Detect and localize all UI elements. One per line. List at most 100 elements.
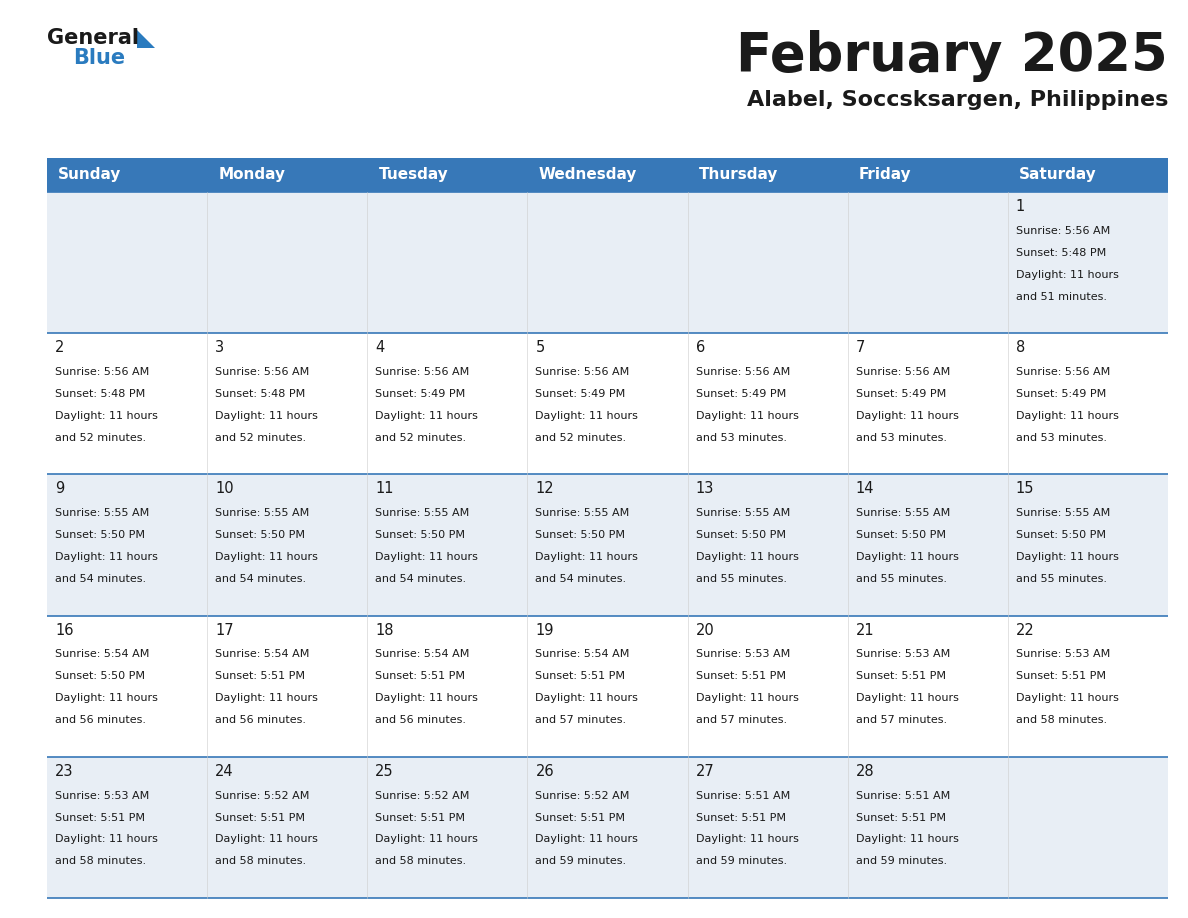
Text: and 55 minutes.: and 55 minutes. <box>1016 574 1107 584</box>
Text: Sunrise: 5:56 AM: Sunrise: 5:56 AM <box>536 367 630 377</box>
Bar <box>527 756 688 898</box>
Text: Daylight: 11 hours: Daylight: 11 hours <box>855 693 959 703</box>
Bar <box>48 756 207 898</box>
Text: Saturday: Saturday <box>1019 167 1097 183</box>
Text: Daylight: 11 hours: Daylight: 11 hours <box>536 834 638 845</box>
Text: 15: 15 <box>1016 481 1035 497</box>
Text: and 58 minutes.: and 58 minutes. <box>1016 715 1107 725</box>
Bar <box>688 158 848 192</box>
Bar <box>688 756 848 898</box>
Text: Sunset: 5:51 PM: Sunset: 5:51 PM <box>1016 671 1106 681</box>
Text: and 59 minutes.: and 59 minutes. <box>536 856 626 867</box>
Text: 8: 8 <box>1016 341 1025 355</box>
Bar <box>1007 756 1168 898</box>
Text: Sunset: 5:51 PM: Sunset: 5:51 PM <box>696 671 785 681</box>
Text: 17: 17 <box>215 622 234 638</box>
Text: 5: 5 <box>536 341 544 355</box>
Text: Tuesday: Tuesday <box>379 167 448 183</box>
Text: and 55 minutes.: and 55 minutes. <box>855 574 947 584</box>
Text: Daylight: 11 hours: Daylight: 11 hours <box>696 693 798 703</box>
Text: Daylight: 11 hours: Daylight: 11 hours <box>1016 270 1119 280</box>
Text: 2: 2 <box>55 341 64 355</box>
Text: and 54 minutes.: and 54 minutes. <box>536 574 626 584</box>
Bar <box>48 616 207 756</box>
Text: Sunset: 5:50 PM: Sunset: 5:50 PM <box>536 531 625 540</box>
Bar <box>207 192 367 333</box>
Bar <box>848 158 1007 192</box>
Text: Sunset: 5:49 PM: Sunset: 5:49 PM <box>696 389 785 399</box>
Text: 21: 21 <box>855 622 874 638</box>
Text: 4: 4 <box>375 341 385 355</box>
Bar <box>688 333 848 475</box>
Bar <box>48 192 207 333</box>
Text: and 54 minutes.: and 54 minutes. <box>215 574 307 584</box>
Text: 3: 3 <box>215 341 225 355</box>
Text: Sunrise: 5:55 AM: Sunrise: 5:55 AM <box>1016 509 1110 519</box>
Text: Daylight: 11 hours: Daylight: 11 hours <box>55 693 158 703</box>
Text: Sunset: 5:50 PM: Sunset: 5:50 PM <box>1016 531 1106 540</box>
Text: and 54 minutes.: and 54 minutes. <box>55 574 146 584</box>
Text: and 55 minutes.: and 55 minutes. <box>696 574 786 584</box>
Text: Daylight: 11 hours: Daylight: 11 hours <box>375 411 478 420</box>
Text: 19: 19 <box>536 622 554 638</box>
Text: Sunset: 5:51 PM: Sunset: 5:51 PM <box>855 671 946 681</box>
Text: 13: 13 <box>696 481 714 497</box>
Text: Daylight: 11 hours: Daylight: 11 hours <box>1016 693 1119 703</box>
Bar <box>207 756 367 898</box>
Text: Daylight: 11 hours: Daylight: 11 hours <box>55 834 158 845</box>
Text: and 58 minutes.: and 58 minutes. <box>215 856 307 867</box>
Text: Sunrise: 5:54 AM: Sunrise: 5:54 AM <box>55 650 150 659</box>
Text: Daylight: 11 hours: Daylight: 11 hours <box>55 411 158 420</box>
Text: 10: 10 <box>215 481 234 497</box>
Text: Daylight: 11 hours: Daylight: 11 hours <box>696 552 798 562</box>
Text: 9: 9 <box>55 481 64 497</box>
Text: Sunrise: 5:56 AM: Sunrise: 5:56 AM <box>1016 367 1110 377</box>
Text: and 53 minutes.: and 53 minutes. <box>1016 432 1107 442</box>
Text: 11: 11 <box>375 481 393 497</box>
Text: 20: 20 <box>696 622 714 638</box>
Text: Sunrise: 5:53 AM: Sunrise: 5:53 AM <box>696 650 790 659</box>
Bar <box>527 192 688 333</box>
Bar <box>1007 475 1168 616</box>
Text: 24: 24 <box>215 764 234 778</box>
Bar <box>207 333 367 475</box>
Text: Wednesday: Wednesday <box>538 167 637 183</box>
Text: Sunset: 5:51 PM: Sunset: 5:51 PM <box>215 671 305 681</box>
Bar <box>48 333 207 475</box>
Bar <box>688 616 848 756</box>
Bar <box>688 475 848 616</box>
Text: and 52 minutes.: and 52 minutes. <box>215 432 307 442</box>
Text: and 59 minutes.: and 59 minutes. <box>696 856 786 867</box>
Text: Sunrise: 5:55 AM: Sunrise: 5:55 AM <box>855 509 950 519</box>
Bar <box>207 158 367 192</box>
Bar <box>367 158 527 192</box>
Text: Daylight: 11 hours: Daylight: 11 hours <box>375 693 478 703</box>
Text: Sunrise: 5:52 AM: Sunrise: 5:52 AM <box>215 790 310 800</box>
Text: and 56 minutes.: and 56 minutes. <box>215 715 307 725</box>
Text: Sunrise: 5:55 AM: Sunrise: 5:55 AM <box>55 509 150 519</box>
Text: and 58 minutes.: and 58 minutes. <box>375 856 467 867</box>
Bar <box>527 158 688 192</box>
Text: 16: 16 <box>55 622 74 638</box>
Text: Daylight: 11 hours: Daylight: 11 hours <box>1016 411 1119 420</box>
Text: 26: 26 <box>536 764 554 778</box>
Bar <box>367 475 527 616</box>
Text: Daylight: 11 hours: Daylight: 11 hours <box>55 552 158 562</box>
Text: Sunrise: 5:55 AM: Sunrise: 5:55 AM <box>536 509 630 519</box>
Bar <box>688 192 848 333</box>
Text: Daylight: 11 hours: Daylight: 11 hours <box>375 834 478 845</box>
Text: Sunrise: 5:55 AM: Sunrise: 5:55 AM <box>375 509 469 519</box>
Text: Sunset: 5:51 PM: Sunset: 5:51 PM <box>215 812 305 823</box>
Text: Sunset: 5:51 PM: Sunset: 5:51 PM <box>55 812 145 823</box>
Text: Sunset: 5:50 PM: Sunset: 5:50 PM <box>55 531 145 540</box>
Bar <box>848 333 1007 475</box>
Text: Daylight: 11 hours: Daylight: 11 hours <box>375 552 478 562</box>
Text: Sunrise: 5:54 AM: Sunrise: 5:54 AM <box>375 650 469 659</box>
Text: 14: 14 <box>855 481 874 497</box>
Text: Sunset: 5:50 PM: Sunset: 5:50 PM <box>855 531 946 540</box>
Bar <box>527 475 688 616</box>
Bar <box>1007 333 1168 475</box>
Text: 18: 18 <box>375 622 393 638</box>
Text: General: General <box>48 28 139 48</box>
Text: Daylight: 11 hours: Daylight: 11 hours <box>215 411 318 420</box>
